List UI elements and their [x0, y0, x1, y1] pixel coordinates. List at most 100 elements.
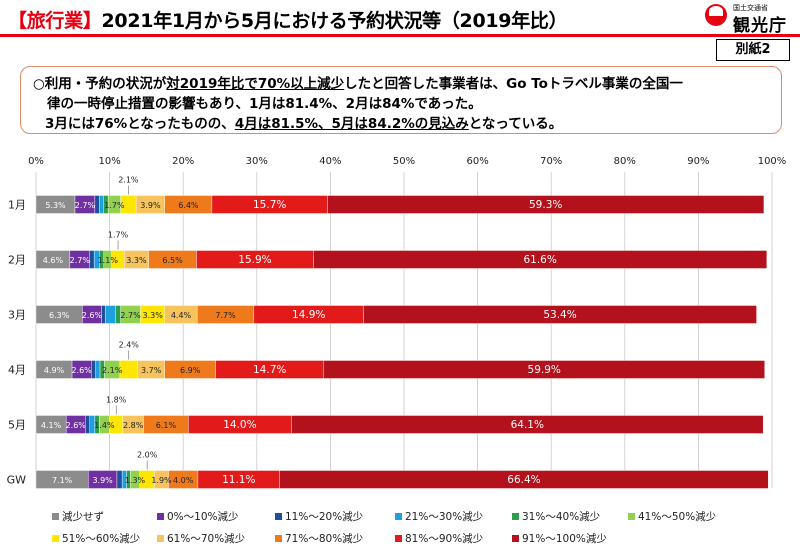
- legend-label: 61%～70%減少: [167, 532, 245, 545]
- data-label: 4.4%: [171, 311, 192, 320]
- data-label: 2.7%: [75, 201, 96, 210]
- data-label: 59.3%: [529, 199, 562, 211]
- data-label: 2.8%: [123, 421, 144, 430]
- data-label: 15.7%: [253, 199, 286, 211]
- data-label: 2.7%: [70, 256, 91, 265]
- bar-segment: [363, 305, 757, 324]
- data-label: 14.9%: [292, 309, 325, 321]
- title-tag: 旅行業: [26, 10, 83, 32]
- data-label: 3.9%: [140, 201, 161, 210]
- category-label: 1月: [8, 199, 26, 212]
- bar-segment: [116, 470, 123, 489]
- data-label: 11.1%: [222, 474, 255, 486]
- annex-label: 別紙2: [716, 39, 790, 61]
- header: 【旅行業】2021年1月から5月における予約状況等（2019年比） 国土交通省 …: [0, 0, 800, 38]
- data-label: 66.4%: [507, 474, 540, 486]
- data-label: 6.5%: [162, 256, 183, 265]
- data-label: 3.3%: [142, 311, 163, 320]
- data-label: 5.3%: [45, 201, 66, 210]
- summary-line-3-a: 3月には76%となったものの、: [45, 116, 235, 132]
- bar-segment: [95, 360, 101, 379]
- legend-label: 減少せず: [62, 510, 104, 523]
- data-label: 1.7%: [104, 201, 125, 210]
- bar-segment: [99, 195, 104, 214]
- x-tick-label: 60%: [466, 156, 488, 167]
- summary-line-2: 律の一時停止措置の影響もあり、1月は81.4%、2月は84%であった。: [47, 96, 482, 112]
- data-label: 61.6%: [523, 254, 556, 266]
- bar-segment: [89, 250, 95, 269]
- stacked-bar-chart: 0% 10% 20% 30% 40% 50% 60% 70% 80% 90% 100% 1月 5.3% 2…: [7, 156, 787, 545]
- legend-swatch: [275, 535, 282, 542]
- data-label: 1.7%: [108, 231, 129, 240]
- bar-segment: [279, 470, 769, 489]
- data-label: 3.3%: [126, 256, 147, 265]
- legend-label: 91%～100%減少: [522, 532, 607, 545]
- data-label: 1.1%: [98, 256, 119, 265]
- bar-segment: [119, 360, 138, 379]
- bar-segment: [291, 415, 764, 434]
- legend-label: 31%～40%減少: [522, 510, 600, 523]
- data-label: 64.1%: [511, 419, 544, 431]
- x-tick-label: 70%: [540, 156, 562, 167]
- data-label: 6.4%: [178, 201, 199, 210]
- data-label: 2.0%: [137, 451, 158, 460]
- data-label: 4.1%: [41, 421, 62, 430]
- data-label: 7.7%: [215, 311, 236, 320]
- summary-line-1: ○利用・予約の状況が対2019年比で70%以上減少したと回答した事業者は、Go …: [33, 72, 683, 92]
- data-label: 59.9%: [528, 364, 561, 376]
- legend-swatch: [52, 513, 59, 520]
- bar-segment: [90, 360, 96, 379]
- summary-line-3: 3月には76%となったものの、4月は81.5%、5月は84.2%の見込みとなって…: [45, 112, 562, 132]
- data-label: 6.9%: [180, 366, 201, 375]
- bar-segment: [313, 250, 768, 269]
- bar-segment: [94, 195, 100, 214]
- logo-subtext: 国土交通省: [733, 4, 768, 12]
- summary-line-3-underlined: 4月は81.5%、5月は84.2%の見込み: [234, 116, 469, 132]
- data-label: 2.6%: [66, 421, 87, 430]
- x-tick-label: 30%: [246, 156, 268, 167]
- legend-swatch: [275, 513, 282, 520]
- data-label: 3.9%: [92, 476, 113, 485]
- page-title: 【旅行業】2021年1月から5月における予約状況等（2019年比）: [8, 6, 568, 33]
- data-label: 2.6%: [82, 311, 103, 320]
- bar-segment: [323, 360, 765, 379]
- data-label: 14.7%: [253, 364, 286, 376]
- data-label: 3.7%: [141, 366, 162, 375]
- x-tick-label: 20%: [172, 156, 194, 167]
- data-label: 1.4%: [94, 421, 115, 430]
- x-tick-label: 40%: [319, 156, 341, 167]
- category-label: 5月: [8, 419, 26, 432]
- bar-segment: [85, 415, 90, 434]
- data-label: 15.9%: [238, 254, 271, 266]
- summary-line-3-c: となっている。: [468, 116, 563, 132]
- data-label: 2.7%: [120, 311, 141, 320]
- x-tick-label: 80%: [614, 156, 636, 167]
- logo-text: 観光庁: [733, 16, 787, 36]
- legend-label: 51%～60%減少: [62, 532, 140, 545]
- data-label: 2.4%: [119, 341, 140, 350]
- title-text: 2021年1月から5月における予約状況等（2019年比）: [101, 10, 568, 32]
- legend-label: 11%～20%減少: [285, 510, 363, 523]
- legend-swatch: [395, 535, 402, 542]
- x-tick-label: 0%: [28, 156, 44, 167]
- x-tick-label: 100%: [758, 156, 787, 167]
- category-label: 2月: [8, 254, 26, 267]
- summary-line-1-c: したと回答した事業者は、Go Toトラベル事業の全国一: [344, 76, 683, 92]
- data-label: 4.0%: [173, 476, 194, 485]
- x-tick-label: 10%: [98, 156, 120, 167]
- bar-segment: [104, 305, 116, 324]
- legend-swatch: [512, 513, 519, 520]
- summary-line-1-a: ○利用・予約の状況が: [33, 76, 167, 92]
- data-label: 2.1%: [118, 176, 139, 185]
- header-divider: [0, 34, 800, 37]
- data-label: 7.1%: [52, 476, 73, 485]
- data-label: 2.6%: [71, 366, 92, 375]
- title-bracket-open: 【: [8, 10, 27, 32]
- legend-label: 41%～50%減少: [638, 510, 716, 523]
- legend-label: 71%～80%減少: [285, 532, 363, 545]
- data-label: 4.6%: [43, 256, 64, 265]
- legend-label: 0%～10%減少: [167, 510, 239, 523]
- bar-segment: [327, 195, 765, 214]
- legend-swatch: [52, 535, 59, 542]
- category-label: 4月: [8, 364, 26, 377]
